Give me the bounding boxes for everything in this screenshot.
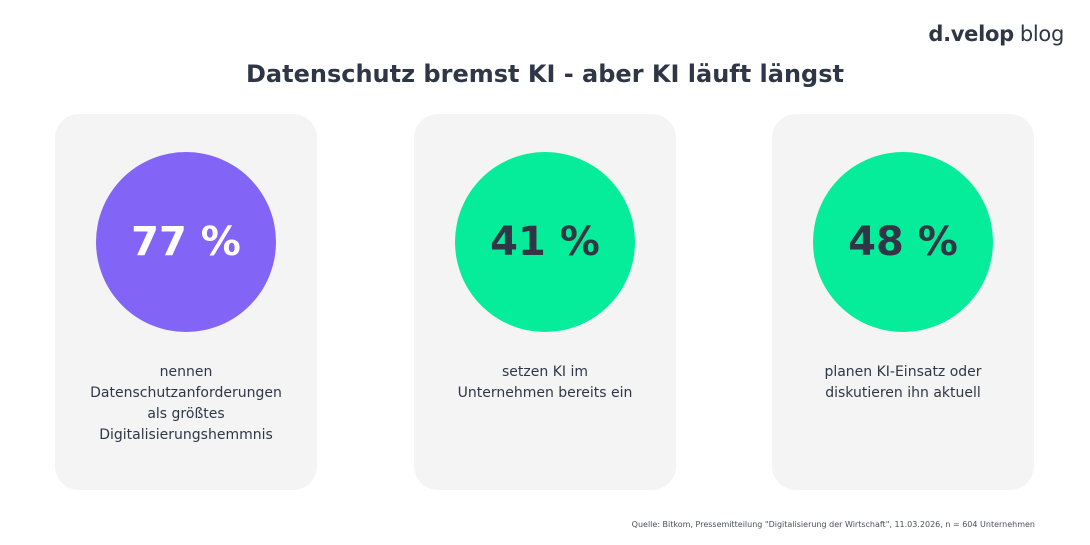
stat-description-2: setzen KI im Unternehmen bereits ein: [432, 362, 658, 404]
stat-circle-2: 41 %: [455, 152, 635, 332]
stat-description-line: Datenschutzanforderungen: [90, 385, 282, 401]
stat-description-line: setzen KI im: [502, 364, 588, 380]
stat-description-line: nennen: [159, 364, 213, 380]
stat-description-line: diskutieren ihn aktuell: [825, 385, 981, 401]
stat-circle-1: 77 %: [96, 152, 276, 332]
logo-suffix: blog: [1019, 22, 1064, 46]
stat-value-2: 41 %: [490, 219, 600, 265]
source-note: Quelle: Bitkom, Pressemitteilung "Digita…: [631, 520, 1035, 529]
stat-value-1: 77 %: [131, 219, 241, 265]
stat-card-3: 48 % planen KI-Einsatz oder diskutieren …: [772, 114, 1034, 490]
stat-description-line: Unternehmen bereits ein: [457, 385, 633, 401]
stat-description-3: planen KI-Einsatz oder diskutieren ihn a…: [790, 362, 1016, 404]
page-title: Datenschutz bremst KI - aber KI läuft lä…: [246, 60, 844, 88]
stat-circle-3: 48 %: [813, 152, 993, 332]
stat-card-2: 41 % setzen KI im Unternehmen bereits ei…: [414, 114, 676, 490]
logo-brand: d.velop: [928, 22, 1014, 46]
stat-card-1: 77 % nennen Datenschutzanforderungen als…: [55, 114, 317, 490]
stat-value-3: 48 %: [848, 219, 958, 265]
logo: d.velop blog: [928, 22, 1064, 46]
stat-description-1: nennen Datenschutzanforderungen als größ…: [73, 362, 299, 446]
stat-description-line: Digitalisierungshemmnis: [99, 427, 273, 443]
stat-description-line: als größtes: [147, 406, 225, 422]
stat-description-line: planen KI-Einsatz oder: [824, 364, 982, 380]
